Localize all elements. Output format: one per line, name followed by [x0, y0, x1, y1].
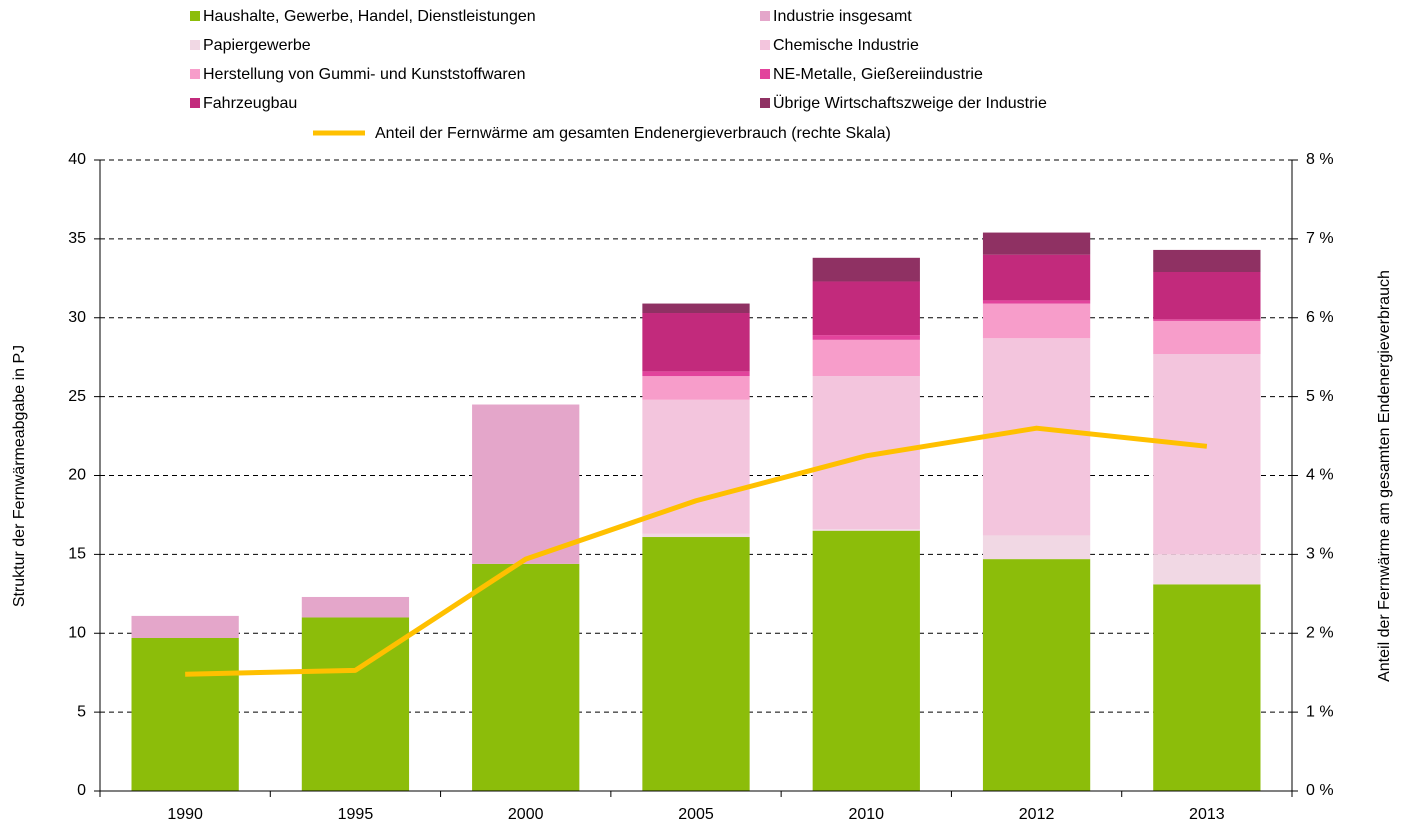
legend-swatch — [760, 40, 770, 50]
bar-segment — [812, 335, 920, 340]
legend-swatch — [190, 98, 200, 108]
x-tick-label: 2010 — [848, 806, 884, 823]
bar-segment — [1153, 554, 1261, 585]
y2-tick-label: 8 % — [1306, 151, 1334, 168]
bar-segment — [472, 404, 580, 564]
y2-tick-label: 7 % — [1306, 230, 1334, 247]
bar-segment — [982, 535, 1091, 560]
bar-segment — [982, 300, 1091, 304]
bar-segment — [301, 596, 410, 618]
y2-tick-label: 5 % — [1306, 388, 1334, 405]
bar-segment — [982, 338, 1091, 536]
legend-swatch — [760, 69, 770, 79]
y2-tick-label: 4 % — [1306, 467, 1334, 484]
legend-label: Anteil der Fernwärme am gesamten Endener… — [375, 125, 891, 142]
y2-tick-label: 1 % — [1306, 703, 1334, 720]
bar-segment — [1153, 319, 1261, 321]
x-tick-label: 1990 — [167, 806, 203, 823]
legend-label: NE-Metalle, Gießereiindustrie — [773, 66, 983, 83]
bar-segment — [472, 563, 580, 791]
y2-tick-label: 2 % — [1306, 624, 1334, 641]
bar-segment — [1153, 272, 1261, 320]
legend-label: Industrie insgesamt — [773, 8, 912, 25]
x-tick-label: 2013 — [1189, 806, 1225, 823]
y-tick-label: 20 — [68, 467, 86, 484]
y2-tick-label: 0 % — [1306, 782, 1334, 799]
y-axis-title: Struktur der Fernwärmeabgabe in PJ — [11, 345, 28, 607]
bar-segment — [642, 371, 750, 377]
bar-segment — [812, 257, 920, 282]
y2-axis-title: Anteil der Fernwärme am gesamten Endener… — [1376, 270, 1393, 682]
bar-segment — [131, 637, 239, 791]
legend-swatch — [190, 69, 200, 79]
bar-segment — [131, 615, 239, 638]
bar-segment — [982, 254, 1091, 301]
legend-label: Chemische Industrie — [773, 37, 919, 54]
bar-segment — [812, 376, 920, 530]
y2-tick-label: 6 % — [1306, 309, 1334, 326]
bar-segment — [982, 232, 1091, 255]
y-tick-label: 5 — [77, 703, 86, 720]
x-tick-label: 1995 — [338, 806, 374, 823]
bar-segment — [642, 303, 750, 314]
bar-segment — [812, 281, 920, 336]
legend-label: Fahrzeugbau — [203, 95, 297, 112]
legend-label: Herstellung von Gummi- und Kunststoffwar… — [203, 66, 526, 83]
legend-label: Übrige Wirtschaftszweige der Industrie — [773, 94, 1047, 112]
y-tick-label: 40 — [68, 151, 86, 168]
y-tick-label: 0 — [77, 782, 86, 799]
legend-swatch — [760, 98, 770, 108]
y-tick-label: 30 — [68, 309, 86, 326]
x-tick-label: 2012 — [1019, 806, 1055, 823]
y-tick-label: 35 — [68, 230, 86, 247]
bar-segment — [812, 530, 920, 791]
bar-segment — [1153, 320, 1261, 355]
x-tick-label: 2000 — [508, 806, 544, 823]
bar-segment — [642, 537, 750, 791]
bar-segment — [1153, 354, 1261, 555]
legend-swatch — [760, 11, 770, 21]
bar-segment — [642, 533, 750, 538]
bar-segment — [812, 339, 920, 377]
y-tick-label: 25 — [68, 388, 86, 405]
y-tick-label: 15 — [68, 546, 86, 563]
bar-segment — [812, 529, 920, 531]
legend-swatch — [190, 40, 200, 50]
bar-segment — [1153, 249, 1261, 273]
bar-segment — [1153, 584, 1261, 791]
y2-tick-label: 3 % — [1306, 546, 1334, 563]
legend-label: Haushalte, Gewerbe, Handel, Dienstleistu… — [203, 8, 536, 25]
bar-segment — [642, 313, 750, 372]
bar-segment — [982, 559, 1091, 791]
x-tick-label: 2005 — [678, 806, 714, 823]
bar-segment — [642, 376, 750, 400]
bar-segment — [982, 303, 1091, 339]
legend-swatch — [190, 11, 200, 21]
line-series — [185, 425, 1208, 677]
y-tick-label: 10 — [68, 624, 86, 641]
legend-label: Papiergewerbe — [203, 37, 311, 54]
